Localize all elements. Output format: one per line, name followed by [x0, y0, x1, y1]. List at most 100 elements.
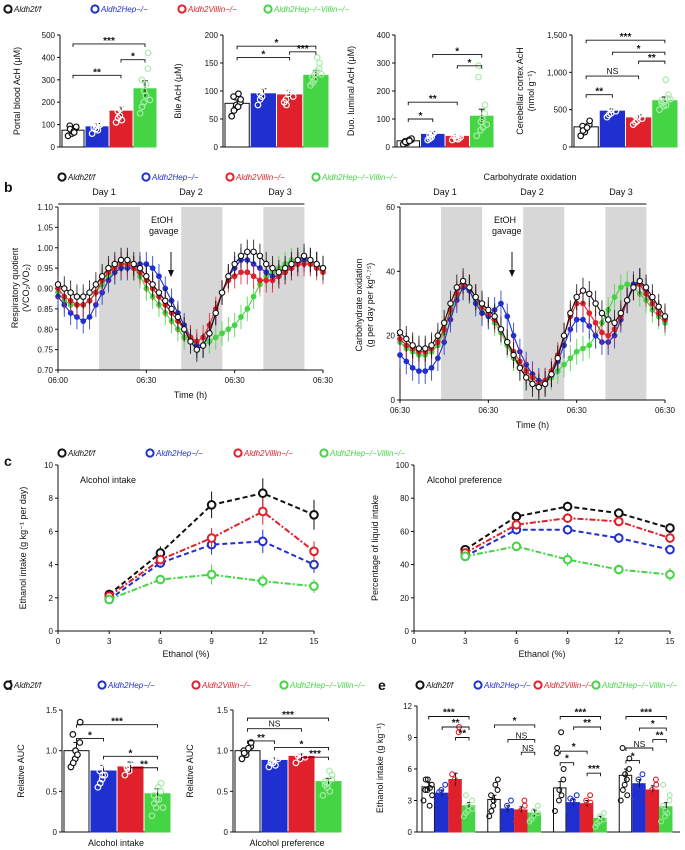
- chart-e-bar-hep: [434, 792, 449, 833]
- chart-a2-y-tick-label: 200: [205, 31, 219, 40]
- chart-b1-point-ff: [262, 260, 270, 268]
- chart-d1-y-tick-label: 1.0: [46, 747, 58, 756]
- chart-b2-point-hep: [435, 355, 441, 362]
- chart-b2-y-label: Carbohydrate oxidation: [354, 258, 364, 351]
- chart-e-point-hep: [635, 776, 642, 783]
- chart-b2-point-dko: [561, 361, 567, 368]
- chart-b2-point-dko: [617, 284, 624, 291]
- chart-a1-y-tick-label: 0: [51, 143, 56, 152]
- chart-a3-point-dko: [479, 115, 487, 123]
- chart-b1-x-tick-label: 06:30: [313, 376, 334, 385]
- chart-d1-bar-villin: [117, 766, 144, 833]
- legend-label-ff: Aldh2f/f: [13, 681, 42, 690]
- chart-a2-point-ff: [230, 107, 238, 114]
- chart-d1-bar-hep: [90, 770, 117, 833]
- chart-a1-point-villin: [118, 116, 126, 124]
- chart-d1-point-dko: [150, 792, 158, 799]
- chart-a4-point-dko: [666, 95, 674, 103]
- chart-c1-x-tick-label: 9: [209, 637, 214, 646]
- chart-c2-y-tick-label: 80: [400, 494, 409, 503]
- chart-c2-x-tick-label: 15: [666, 637, 675, 646]
- chart-e-point-dko: [601, 810, 607, 817]
- chart-b2-point-ff: [472, 293, 479, 301]
- chart-b2-point-ff: [541, 380, 549, 388]
- chart-a2-point-dko: [309, 79, 317, 86]
- chart-a4-y-label-line2: (nmol g⁻¹): [526, 71, 536, 112]
- chart-b2-y-tick-label: 20: [386, 332, 395, 341]
- chart-e-point-villin: [447, 792, 454, 799]
- chart-a3-point-villin: [450, 129, 458, 137]
- chart-e-sig-label: ***: [443, 708, 455, 719]
- chart-a4-y-tick-label: 1,000: [547, 68, 568, 77]
- chart-b1-point-hep: [149, 265, 156, 271]
- chart-d2-point-hep: [274, 751, 282, 759]
- chart-c2-point-villin: [614, 516, 624, 527]
- chart-e-point-dko: [465, 802, 472, 809]
- chart-e-bar-ff: [421, 786, 435, 833]
- chart-e-point-dko: [659, 802, 666, 809]
- legend-label-villin: Aldh2Villin−/−: [235, 173, 285, 182]
- chart-d2-point-hep: [265, 763, 273, 771]
- chart-b2-y-tick-label: 40: [386, 267, 395, 276]
- chart-b1-point-ff: [61, 285, 68, 292]
- chart-e-sig-bracket: [428, 716, 470, 720]
- chart-a4-sig-label: **: [648, 53, 656, 64]
- chart-a3-y-label: Duo. luminal AcH (μM): [346, 46, 356, 136]
- chart-d2-sig-label: NS: [269, 719, 281, 729]
- chart-b1-point-villin: [238, 269, 244, 276]
- chart-e-point-ff: [623, 776, 630, 783]
- chart-e-y-tick-label: 6: [408, 765, 413, 774]
- chart-a2-point-ff: [228, 112, 236, 120]
- chart-c1-x-tick-label: 6: [158, 637, 163, 646]
- chart-b1-point-ff: [237, 252, 245, 260]
- chart-a2-point-villin: [289, 93, 297, 100]
- chart-a3-point-villin: [454, 135, 462, 143]
- chart-e-y-label: Ethanol intake (g kg⁻¹): [375, 723, 385, 813]
- chart-b2-point-hep: [573, 316, 580, 323]
- chart-b1-point-ff: [92, 281, 100, 288]
- chart-d2-sig-bracket: [247, 717, 329, 722]
- chart-c2-point-villin: [562, 513, 573, 523]
- legend-marker-villin: [177, 4, 187, 14]
- chart-b2-point-ff: [586, 290, 593, 298]
- day-label-1: Day 1: [92, 187, 116, 197]
- chart-a1-sig-label: **: [93, 67, 101, 78]
- chart-b1-point-ff: [155, 289, 163, 296]
- chart-b2-point-villin: [586, 310, 593, 317]
- chart-a1-point-hep: [96, 121, 104, 128]
- chart-b1-y-label: Respiratory quotient: [10, 247, 20, 328]
- legend-marker-dko: [279, 680, 289, 690]
- chart-e-point-villin: [580, 805, 587, 812]
- chart-a4-point-ff: [583, 124, 591, 131]
- chart-a3-point-hep: [430, 129, 438, 137]
- chart-b1-point-ff: [269, 264, 276, 272]
- chart-c1-line-hep: [108, 540, 315, 601]
- legend-label-ff: Aldh2f/f: [425, 681, 454, 690]
- chart-b1-point-ff: [149, 281, 156, 288]
- chart-e-point-ff: [420, 797, 427, 804]
- chart-c1-point-dko: [206, 569, 217, 580]
- chart-b1-x-tick-label: 06:30: [225, 376, 246, 385]
- chart-b2-point-hep: [498, 300, 504, 307]
- chart-e-point-villin: [449, 771, 456, 778]
- chart-c1-y-tick-label: 8: [49, 494, 54, 503]
- chart-d2-x-label: Alcohol preference: [249, 838, 324, 848]
- chart-e-point-hep: [504, 802, 510, 809]
- chart-a1-point-villin: [120, 101, 128, 108]
- chart-e-point-dko: [666, 792, 673, 799]
- chart-d1-sig-bracket: [76, 724, 158, 728]
- chart-d2-sig-label: **: [257, 733, 265, 744]
- chart-a4-sig-bracket: [585, 39, 666, 44]
- chart-e-point-ff: [490, 797, 497, 804]
- chart-a3-point-hep: [426, 135, 434, 143]
- chart-c2-point-villin: [665, 533, 675, 543]
- chart-b1-point-ff: [86, 289, 93, 296]
- chart-b1-point-ff: [231, 260, 238, 268]
- chart-b1-x-tick-label: 06:30: [136, 376, 157, 385]
- chart-c1-y-tick-label: 2: [49, 594, 54, 603]
- chart-b1-dark-phase: [99, 207, 141, 370]
- chart-a3-y-tick-label: 200: [377, 87, 391, 96]
- chart-a1-point-dko: [144, 65, 152, 72]
- chart-b1-point-hep: [80, 318, 87, 324]
- chart-b2-point-ff: [510, 351, 517, 359]
